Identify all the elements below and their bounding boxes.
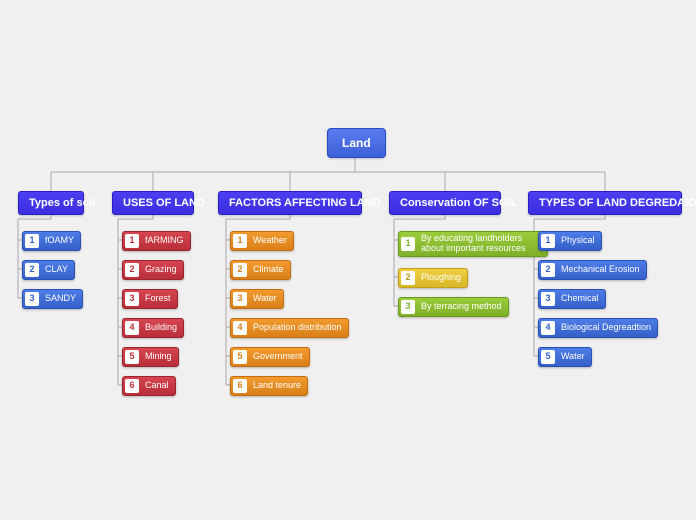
leaf-factors-3: 3 Water: [230, 289, 284, 309]
leaf-number: 1: [125, 234, 139, 248]
leaf-label: Building: [145, 323, 177, 333]
leaf-label: Grazing: [145, 265, 177, 275]
branch-factors: FACTORS AFFECTING LAND: [218, 191, 362, 215]
leaf-number: 1: [541, 234, 555, 248]
branch-degradation: TYPES OF LAND DEGREDAION: [528, 191, 682, 215]
leaf-label: Chemical: [561, 294, 599, 304]
leaf-label: Ploughing: [421, 273, 461, 283]
leaf-factors-5: 5 Government: [230, 347, 310, 367]
leaf-degradation-4: 4 Biological Degreadtion: [538, 318, 658, 338]
leaf-number: 6: [125, 379, 139, 393]
branch-conservation: Conservation OF SOIL: [389, 191, 501, 215]
leaf-types-of-soil-3: 3 SANDY: [22, 289, 83, 309]
leaf-number: 4: [125, 321, 139, 335]
leaf-number: 5: [233, 350, 247, 364]
leaf-uses-of-land-3: 3 Forest: [122, 289, 178, 309]
leaf-types-of-soil-1: 1 fOAMY: [22, 231, 81, 251]
leaf-uses-of-land-1: 1 fARMING: [122, 231, 191, 251]
leaf-label: Water: [561, 352, 585, 362]
leaf-label: fARMING: [145, 236, 184, 246]
leaf-factors-6: 6 Land tenure: [230, 376, 308, 396]
leaf-degradation-3: 3 Chemical: [538, 289, 606, 309]
leaf-label: fOAMY: [45, 236, 74, 246]
leaf-number: 2: [541, 263, 555, 277]
leaf-label: Climate: [253, 265, 284, 275]
leaf-uses-of-land-4: 4 Building: [122, 318, 184, 338]
leaf-number: 3: [125, 292, 139, 306]
leaf-number: 4: [541, 321, 555, 335]
leaf-number: 5: [541, 350, 555, 364]
leaf-factors-4: 4 Population distribution: [230, 318, 349, 338]
leaf-label: Water: [253, 294, 277, 304]
leaf-uses-of-land-6: 6 Canal: [122, 376, 176, 396]
leaf-label: Population distribution: [253, 323, 342, 333]
leaf-number: 3: [401, 300, 415, 314]
leaf-label: By educating landholders about important…: [421, 234, 541, 254]
leaf-types-of-soil-2: 2 CLAY: [22, 260, 75, 280]
leaf-conservation-3: 3 By terracing method: [398, 297, 509, 317]
leaf-label: Canal: [145, 381, 169, 391]
leaf-label: Land tenure: [253, 381, 301, 391]
leaf-number: 2: [233, 263, 247, 277]
leaf-number: 1: [25, 234, 39, 248]
leaf-label: CLAY: [45, 265, 68, 275]
leaf-label: Physical: [561, 236, 595, 246]
branch-uses-of-land: USES OF LAND: [112, 191, 194, 215]
leaf-number: 2: [25, 263, 39, 277]
leaf-number: 3: [233, 292, 247, 306]
leaf-label: Government: [253, 352, 303, 362]
leaf-label: Biological Degreadtion: [561, 323, 651, 333]
leaf-factors-2: 2 Climate: [230, 260, 291, 280]
root-node: Land: [327, 128, 386, 158]
leaf-uses-of-land-2: 2 Grazing: [122, 260, 184, 280]
leaf-label: Forest: [145, 294, 171, 304]
leaf-label: SANDY: [45, 294, 76, 304]
leaf-degradation-1: 1 Physical: [538, 231, 602, 251]
leaf-label: Mining: [145, 352, 172, 362]
leaf-number: 1: [233, 234, 247, 248]
leaf-conservation-2: 2 Ploughing: [398, 268, 468, 288]
leaf-conservation-1: 1 By educating landholders about importan…: [398, 231, 548, 257]
leaf-degradation-5: 5 Water: [538, 347, 592, 367]
leaf-label: Mechanical Erosion: [561, 265, 640, 275]
leaf-number: 1: [401, 237, 415, 251]
leaf-number: 4: [233, 321, 247, 335]
leaf-uses-of-land-5: 5 Mining: [122, 347, 179, 367]
leaf-factors-1: 1 Weather: [230, 231, 294, 251]
leaf-number: 3: [25, 292, 39, 306]
leaf-number: 2: [401, 271, 415, 285]
leaf-number: 3: [541, 292, 555, 306]
leaf-number: 5: [125, 350, 139, 364]
leaf-label: By terracing method: [421, 302, 502, 312]
leaf-label: Weather: [253, 236, 287, 246]
leaf-degradation-2: 2 Mechanical Erosion: [538, 260, 647, 280]
leaf-number: 2: [125, 263, 139, 277]
leaf-number: 6: [233, 379, 247, 393]
branch-types-of-soil: Types of soil: [18, 191, 84, 215]
